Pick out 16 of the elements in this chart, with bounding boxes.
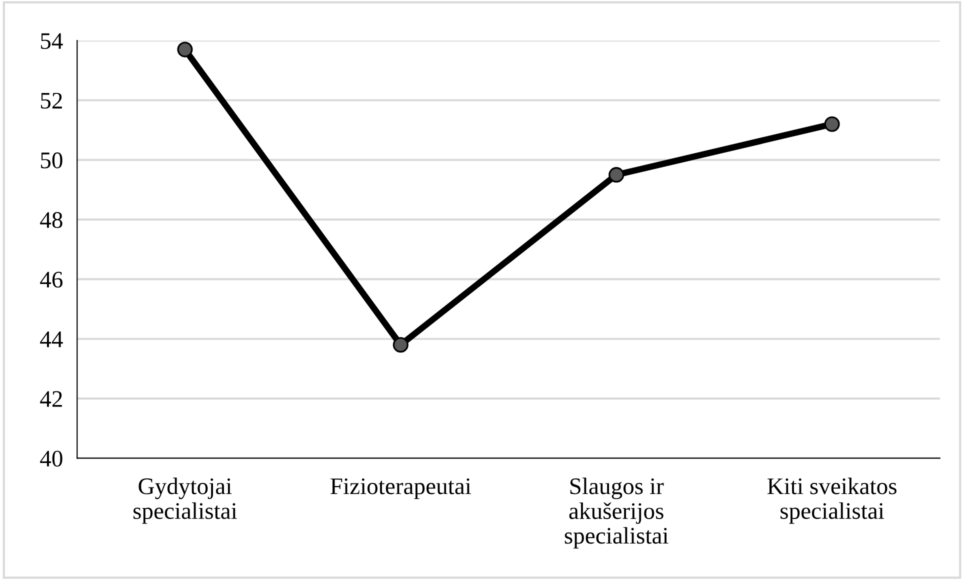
point xyxy=(608,167,624,183)
y-tick-label: 52 xyxy=(40,92,62,109)
y-tick-label: 40 xyxy=(40,450,62,467)
y-tick-label: 44 xyxy=(40,332,63,348)
x-tick-label: Kiti sveikatos specialistai xyxy=(767,478,896,524)
x-tick-label: Fizioterapeutai xyxy=(330,478,472,500)
x-tick-label: Gydytojai specialistai xyxy=(133,478,237,524)
x-tick-label: Slaugos ir akušerijos specialistai xyxy=(564,478,668,549)
y-tick-label: 50 xyxy=(40,152,62,168)
point xyxy=(824,116,840,132)
y-tick-label: 54 xyxy=(40,33,63,50)
y-tick-label: 48 xyxy=(40,212,62,228)
point xyxy=(177,42,193,58)
y-tick-label: 42 xyxy=(40,391,62,407)
y-tick-label: 46 xyxy=(40,272,63,288)
point xyxy=(392,337,408,353)
